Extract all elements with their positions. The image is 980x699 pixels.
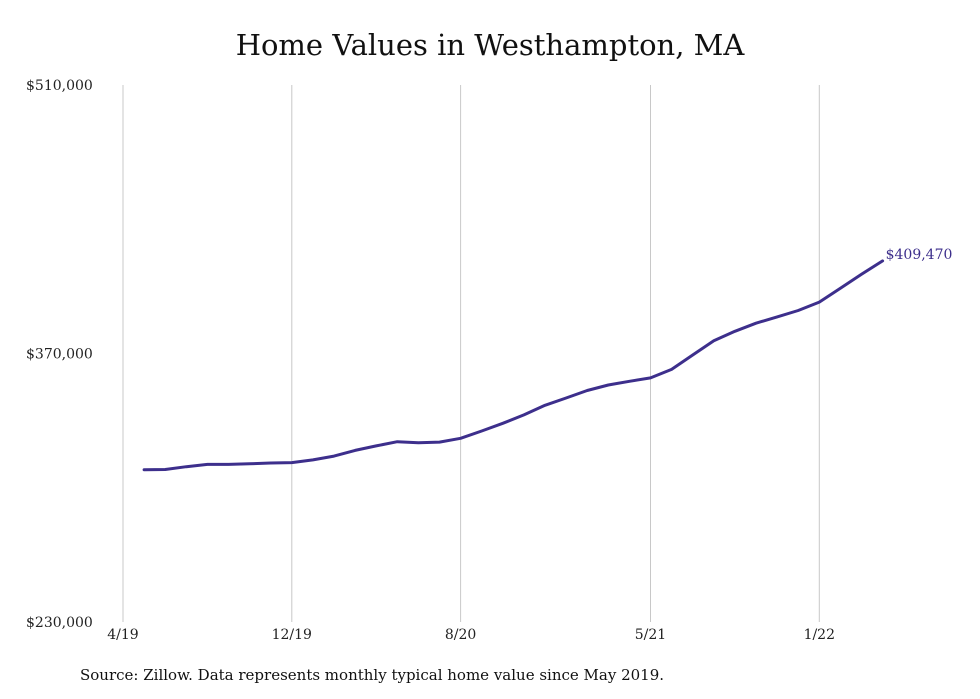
data-point (143, 468, 146, 471)
x-tick-label: 4/19 (107, 627, 138, 643)
data-point (755, 322, 758, 325)
y-axis-ticks: $510,000 $370,000 $230,000 (26, 78, 93, 631)
series-layer: $409,470 (142, 247, 953, 472)
data-point (501, 422, 504, 425)
data-point (797, 309, 800, 312)
data-point (649, 376, 652, 379)
data-point (712, 339, 715, 342)
y-tick-label: $370,000 (26, 347, 93, 363)
data-point (164, 468, 167, 471)
x-tick-label: 8/20 (445, 627, 476, 643)
data-point (185, 465, 188, 468)
data-point (881, 259, 884, 262)
data-point (776, 315, 779, 318)
data-point (607, 383, 610, 386)
data-point (333, 455, 336, 458)
end-value-label: $409,470 (886, 247, 953, 263)
data-point (375, 444, 378, 447)
data-point (227, 463, 230, 466)
data-point (818, 301, 821, 304)
data-point (206, 463, 209, 466)
data-point (396, 440, 399, 443)
source-note: Source: Zillow. Data represents monthly … (80, 666, 665, 684)
y-tick-label: $510,000 (26, 78, 93, 94)
data-point (480, 429, 483, 432)
data-point (586, 389, 589, 392)
data-point (269, 462, 272, 465)
data-point (670, 368, 673, 371)
line-chart: $510,000 $370,000 $230,000 4/19 12/19 8/20 5/… (26, 78, 953, 643)
data-point (248, 462, 251, 465)
gridlines (122, 85, 820, 622)
data-point (459, 437, 462, 440)
data-point (839, 287, 842, 290)
data-point (565, 396, 568, 399)
data-point (438, 441, 441, 444)
data-point (733, 330, 736, 333)
data-point (417, 441, 420, 444)
data-point (290, 461, 293, 464)
x-tick-label: 1/22 (804, 627, 835, 643)
data-point (311, 458, 314, 461)
x-tick-label: 5/21 (635, 627, 666, 643)
data-point (691, 354, 694, 357)
x-axis-ticks: 4/19 12/19 8/20 5/21 1/22 (107, 627, 835, 643)
data-point (860, 273, 863, 276)
y-tick-label: $230,000 (26, 615, 93, 631)
data-point (628, 380, 631, 383)
data-point (522, 413, 525, 416)
x-tick-label: 12/19 (272, 627, 312, 643)
series-line (142, 259, 885, 472)
chart-title: Home Values in Westhampton, MA (235, 28, 745, 62)
data-point (544, 404, 547, 407)
data-point (354, 449, 357, 452)
